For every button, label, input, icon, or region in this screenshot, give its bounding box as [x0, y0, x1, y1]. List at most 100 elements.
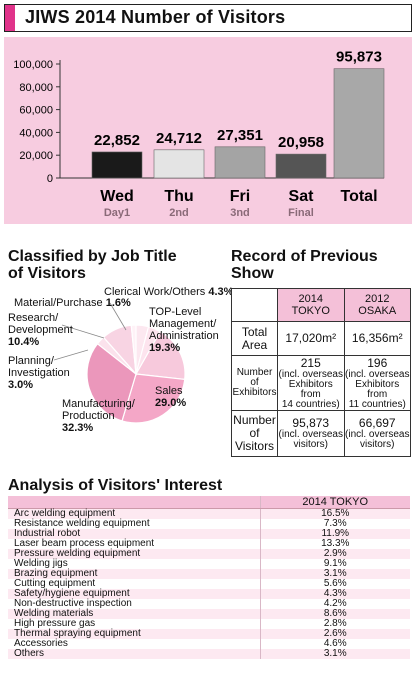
interest-header-blank	[8, 496, 261, 509]
bar-value-label: 22,852	[94, 132, 140, 149]
record-row-exhibitors-label: Number of Exhibitors	[231, 355, 278, 411]
y-tick-label: 100,000	[13, 59, 53, 71]
interest-header-row: 2014 TOKYO	[8, 496, 410, 509]
interest-item-value: 2.8%	[260, 619, 410, 629]
interest-item-value: 11.9%	[260, 529, 410, 539]
table-row: Brazing equipment 3.1%	[8, 569, 410, 579]
x-category-label: Fri	[230, 188, 250, 205]
interest-item-label: Welding materials	[8, 609, 261, 619]
record-area-label-2: Area	[241, 337, 268, 352]
record-vis-osaka-num: 66,697	[358, 416, 396, 430]
record-exh-label-1: Number	[236, 367, 273, 378]
table-row: Pressure welding equipment 2.9%	[8, 549, 410, 559]
record-table: 2014 TOKYO 2012 OSAKA Total Area 17,020m² 1…	[231, 288, 411, 457]
table-row: Others 3.1%	[8, 649, 410, 659]
record-row-visitors-label: Number of Visitors	[231, 410, 278, 457]
interest-item-label: Arc welding equipment	[8, 508, 261, 519]
record-vis-label-3: Visitors	[234, 439, 275, 453]
interest-item-label: Non-destructive inspection	[8, 599, 261, 609]
pie-label-top-level-3: Administration	[149, 330, 219, 342]
x-category-label: Thu	[164, 188, 193, 205]
interest-item-value: 13.3%	[260, 539, 410, 549]
interest-item-label: Safety/hygiene equipment	[8, 589, 261, 599]
leader-line-material	[109, 302, 127, 331]
table-row: Thermal spraying equipment 2.6%	[8, 629, 410, 639]
record-visitors-tokyo: 95,873 (incl. overseas visitors)	[277, 410, 345, 457]
table-row: High pressure gas 2.8%	[8, 619, 410, 629]
interest-item-value: 9.1%	[260, 559, 410, 569]
record-vis-label-2: of	[249, 426, 260, 440]
interest-item-value: 7.3%	[260, 519, 410, 529]
interest-item-value: 3.1%	[260, 649, 410, 659]
interest-item-value: 2.9%	[260, 549, 410, 559]
title-accent	[5, 5, 15, 31]
record-exh-osaka-note-1: (incl. overseas	[345, 368, 410, 380]
interest-item-label: Brazing equipment	[8, 569, 261, 579]
record-area-osaka: 16,356m²	[343, 321, 411, 356]
interest-item-label: Pressure welding equipment	[8, 549, 261, 559]
table-row: Resistance welding equipment 7.3%	[8, 519, 410, 529]
record-row-area: Total Area 17,020m² 16,356m²	[231, 321, 411, 356]
interest-item-label: Others	[8, 649, 261, 659]
pie-value-sales: 29.0%	[155, 397, 187, 409]
pie-label-planning: Planning/ Investigation 3.0%	[8, 355, 70, 391]
pie-title: Classified by Job Title of Visitors	[8, 248, 177, 282]
interest-item-label: Cutting equipment	[8, 579, 261, 589]
record-exh-tokyo-note-1: (incl. overseas	[278, 368, 343, 380]
title-bar: JIWS 2014 Number of Visitors	[4, 4, 412, 32]
interest-item-value: 4.2%	[260, 599, 410, 609]
record-visitors-osaka: 66,697 (incl. overseas visitors)	[343, 410, 411, 457]
x-category-label: Sat	[289, 188, 315, 205]
interest-item-value: 4.6%	[260, 639, 410, 649]
record-exh-tokyo-note-3: 14 countries)	[281, 398, 340, 410]
record-header-row: 2014 TOKYO 2012 OSAKA	[231, 288, 411, 322]
record-col-osaka: 2012 OSAKA	[343, 288, 411, 322]
pie-label-research-2: Development	[8, 324, 73, 336]
record-row-exhibitors: Number of Exhibitors 215 (incl. overseas Exh…	[231, 355, 411, 411]
pie-label-top-level-2: Management/	[149, 318, 217, 330]
pie-label-clerical-others-text: Clerical Work/Others	[104, 286, 209, 298]
bar-value-label: 95,873	[336, 49, 382, 66]
pie-label-planning-2: Investigation	[8, 367, 70, 379]
table-row: Welding materials 8.6%	[8, 609, 410, 619]
visitors-chart-panel: 0 20,000 40,000 60,000 80,000 100,000 22,852 We…	[4, 37, 412, 224]
interest-table: 2014 TOKYO Arc welding equipment 16.5% Resi…	[8, 496, 410, 659]
record-vis-label-1: Number	[233, 413, 276, 427]
interest-item-label: Resistance welding equipment	[8, 519, 261, 529]
pie-slice-1	[121, 373, 186, 424]
record-vis-tokyo-note-1: (incl. overseas	[278, 429, 343, 440]
table-row: Non-destructive inspection 4.2%	[8, 599, 410, 609]
record-exh-label-3: Exhibitors	[232, 387, 277, 398]
table-row: Accessories 4.6%	[8, 639, 410, 649]
interest-item-value: 4.3%	[260, 589, 410, 599]
interest-item-label: High pressure gas	[8, 619, 261, 629]
pie-label-manufacturing-1: Manufacturing/	[62, 398, 135, 410]
record-title: Record of Previous Show	[231, 248, 378, 282]
interest-item-value: 5.6%	[260, 579, 410, 589]
record-exh-osaka-note-3: 11 countries)	[348, 398, 406, 410]
y-tick-label: 0	[47, 173, 53, 185]
bar-thu	[153, 149, 205, 179]
interest-item-value: 3.1%	[260, 569, 410, 579]
bar-value-label: 20,958	[278, 134, 324, 151]
record-col-osaka-1: 2012	[365, 293, 390, 305]
pie-value-material: 1.6%	[105, 297, 131, 309]
pie-label-planning-1: Planning/	[8, 355, 54, 367]
record-col-tokyo-1: 2014	[298, 293, 323, 305]
bar-value-label: 24,712	[156, 130, 202, 147]
record-vis-osaka-note-2: visitors)	[360, 439, 395, 450]
y-tick-label: 20,000	[19, 150, 53, 162]
table-row: Laser beam process equipment 13.3%	[8, 539, 410, 549]
record-col-osaka-2: OSAKA	[358, 305, 397, 317]
x-sub-label: Day1	[104, 207, 130, 219]
record-vis-tokyo-num: 95,873	[292, 416, 330, 430]
bar-fri	[214, 146, 266, 179]
x-sub-label: Final	[288, 207, 314, 219]
interest-title: Analysis of Visitors' Interest	[8, 477, 223, 494]
pie-label-research: Research/ Development 10.4%	[8, 312, 73, 348]
y-tick-label: 60,000	[19, 105, 53, 117]
record-col-tokyo-2: TOKYO	[291, 305, 330, 317]
pie-value-research: 10.4%	[8, 336, 40, 348]
pie-value-others: 4.3%	[208, 286, 234, 298]
